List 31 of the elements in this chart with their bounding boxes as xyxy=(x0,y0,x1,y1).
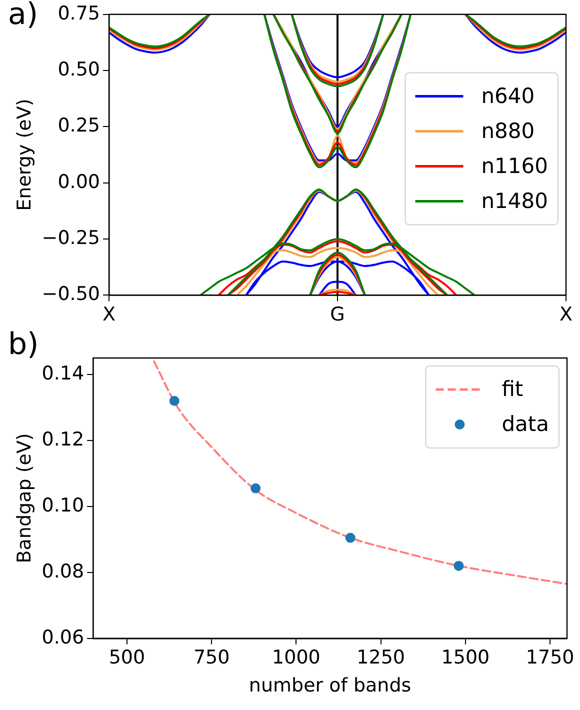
legend-label: n880 xyxy=(481,118,535,143)
chart-title: a) xyxy=(8,0,38,32)
x-tick-label: 1500 xyxy=(441,646,490,669)
legend-label: n640 xyxy=(481,84,535,108)
y-tick-label: 0.08 xyxy=(42,560,84,582)
legend-label: n1480 xyxy=(481,188,548,213)
y-tick-label: 0.50 xyxy=(58,58,100,80)
y-tick-label: 0.06 xyxy=(42,626,84,648)
y-tick-label: 0.10 xyxy=(42,494,84,516)
y-tick-label: −0.25 xyxy=(42,226,100,249)
y-tick-label: 0.25 xyxy=(58,114,100,137)
y-tick-label: 0.75 xyxy=(58,2,100,24)
x-tick-label: 750 xyxy=(193,646,230,669)
y-axis-title: Energy (eV) xyxy=(13,98,36,211)
y-tick-label: −0.50 xyxy=(42,283,100,306)
x-tick-label: 500 xyxy=(108,646,146,669)
y-tick-label: 0.12 xyxy=(42,428,84,450)
y-tick-label: 0.14 xyxy=(42,362,84,384)
x-tick-label: G xyxy=(330,304,345,326)
y-axis-title: Bandgap (eV) xyxy=(13,433,36,564)
x-tick-label: 1250 xyxy=(356,646,406,669)
legend-label: fit xyxy=(502,376,524,401)
x-tick-label: X xyxy=(559,304,573,326)
legend-label: n1160 xyxy=(481,154,548,178)
chart-title: b) xyxy=(8,327,39,362)
x-axis-title: number of bands xyxy=(248,674,412,697)
y-tick-label: 0.00 xyxy=(58,170,100,193)
x-tick-label: 1000 xyxy=(272,646,320,669)
x-tick-label: X xyxy=(102,304,116,326)
x-tick-label: 1750 xyxy=(526,646,574,669)
legend-label: data xyxy=(502,412,550,436)
